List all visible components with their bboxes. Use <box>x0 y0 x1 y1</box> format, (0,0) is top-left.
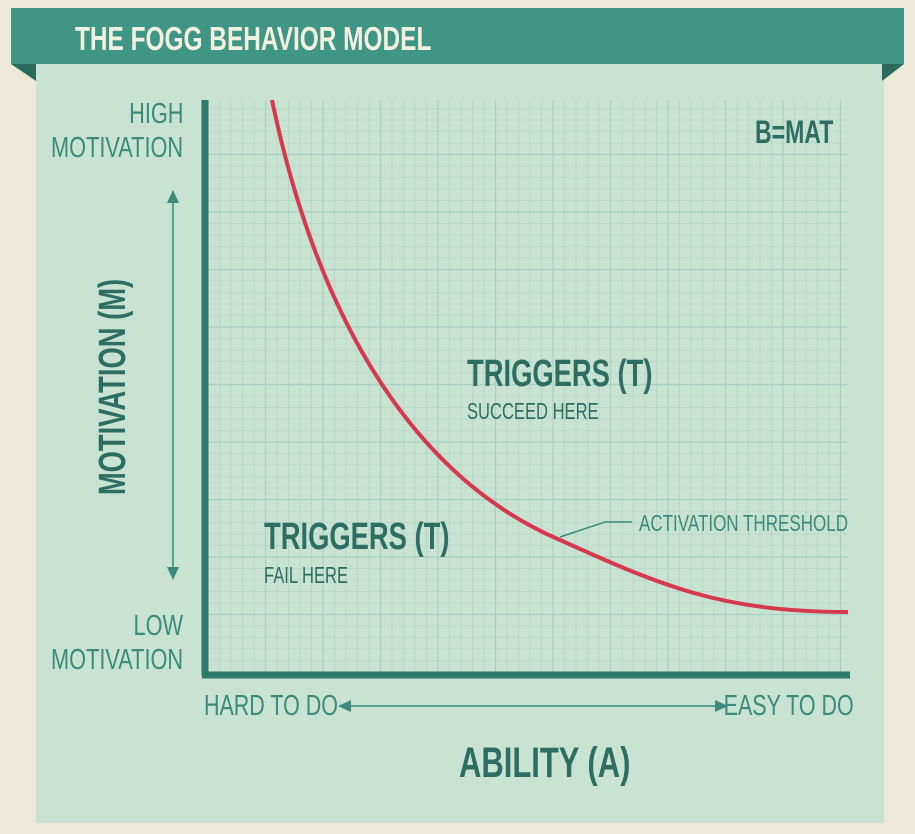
succeed-region-subtitle: SUCCEED HERE <box>467 398 599 424</box>
fail-region-subtitle: FAIL HERE <box>264 562 349 588</box>
low-label: LOW <box>133 610 183 642</box>
fail-region-title: TRIGGERS (T) <box>264 516 450 558</box>
formula-label: B=MAT <box>755 114 834 150</box>
easy-to-do-label: EASY TO DO <box>723 690 854 722</box>
banner-fold-left <box>11 64 36 81</box>
vertical-double-arrow <box>167 190 179 580</box>
title-banner: THE FOGG BEHAVIOR MODEL <box>11 8 904 64</box>
high-label: HIGH <box>128 98 183 130</box>
banner-fold-right <box>882 64 904 81</box>
horizontal-double-arrow <box>338 700 728 712</box>
x-axis-title: ABILITY (A) <box>459 739 631 787</box>
activation-threshold-curve <box>270 99 849 614</box>
page-title: THE FOGG BEHAVIOR MODEL <box>75 20 432 57</box>
y-axis-title: MOTIVATION (M) <box>92 278 134 496</box>
threshold-leader-line <box>559 521 632 538</box>
succeed-region-title: TRIGGERS (T) <box>467 353 653 395</box>
hard-to-do-label: HARD TO DO <box>204 690 338 722</box>
low-motivation-label: MOTIVATION <box>50 644 183 676</box>
high-motivation-label: MOTIVATION <box>50 132 183 164</box>
chart-panel <box>36 40 884 823</box>
activation-threshold-label: ACTIVATION THRESHOLD <box>639 510 849 536</box>
